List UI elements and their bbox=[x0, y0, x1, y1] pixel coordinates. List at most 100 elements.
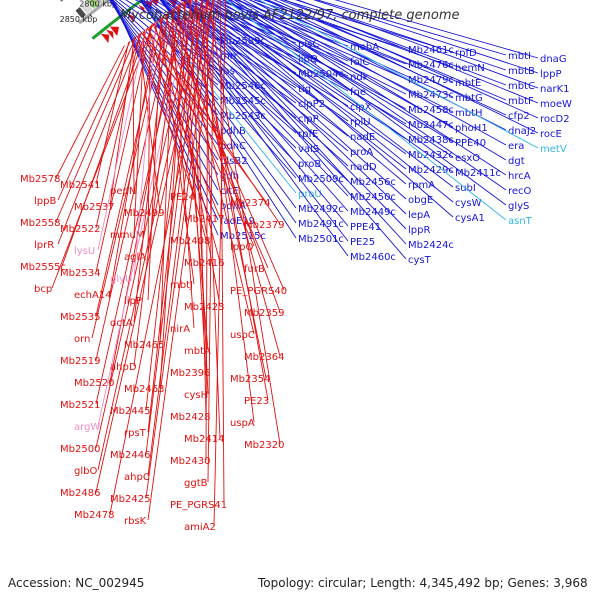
plus-strand-label: asnT bbox=[508, 216, 533, 227]
plus-strand-label: mbtF bbox=[508, 96, 534, 107]
plus-strand-label: mbtG bbox=[455, 93, 483, 104]
plus-label-leader bbox=[134, 0, 219, 41]
plus-label-leader bbox=[139, 0, 297, 194]
minus-strand-label: dctA bbox=[110, 318, 133, 329]
plus-strand-label: Mb2438c bbox=[408, 135, 454, 146]
plus-label-leader bbox=[279, 0, 507, 86]
plus-strand-label: proA bbox=[350, 147, 373, 158]
plus-strand-label: era bbox=[508, 141, 524, 152]
minus-strand-label: Mb2465 bbox=[124, 340, 164, 351]
accession-label: Accession: NC_002945 bbox=[8, 576, 145, 590]
minus-strand-label: mbtJ bbox=[170, 280, 193, 291]
plus-strand-label: pdhB bbox=[220, 126, 246, 137]
feature-block bbox=[86, 0, 89, 1]
plus-strand-label: lppR bbox=[408, 225, 430, 236]
plus-label-leader bbox=[202, 0, 454, 218]
plus-strand-label: Mb2450c bbox=[350, 192, 396, 203]
plus-strand-label: rocE bbox=[540, 129, 562, 140]
minus-label-leader bbox=[136, 35, 195, 197]
minus-strand-gene bbox=[109, 26, 119, 36]
plus-label-leader bbox=[282, 0, 454, 53]
minus-label-leader bbox=[147, 0, 197, 433]
plus-label-leader bbox=[206, 0, 454, 188]
minus-strand-label: orn bbox=[74, 334, 90, 345]
plus-label-leader bbox=[112, 0, 219, 101]
plus-strand-label: Mb2515c bbox=[220, 231, 266, 242]
plus-label-leader bbox=[242, 0, 507, 146]
plus-strand-label: tig bbox=[298, 84, 311, 95]
plus-strand-label: nadE bbox=[350, 132, 375, 143]
minus-strand-label: Mb2414 bbox=[184, 434, 224, 445]
minus-label-leader bbox=[164, 14, 285, 291]
plus-strand-label: folC bbox=[350, 57, 369, 68]
minus-strand-label: cysH bbox=[184, 390, 208, 401]
minus-strand-gene bbox=[126, 13, 134, 23]
plus-strand-label: PPE40 bbox=[455, 138, 486, 149]
minus-label-leader bbox=[145, 0, 192, 411]
plus-strand-label: moeW bbox=[540, 99, 572, 110]
minus-label-leader bbox=[194, 0, 269, 401]
minus-strand-label: Mb2478 bbox=[74, 510, 114, 521]
plus-strand-label: narK1 bbox=[540, 84, 570, 95]
plus-strand-label: obgE bbox=[408, 195, 433, 206]
minus-strand-label: PE_PGRS41 bbox=[170, 500, 227, 511]
plus-label-leader bbox=[185, 0, 407, 185]
minus-label-leader bbox=[205, 0, 209, 461]
plus-strand-label: dnaJ2 bbox=[508, 126, 536, 137]
minus-strand-label: Mb2396 bbox=[170, 368, 210, 379]
plus-strand-label: hemN bbox=[455, 63, 485, 74]
minus-strand-label: mmuM bbox=[110, 230, 144, 241]
feature-block bbox=[75, 7, 86, 19]
plus-label-leader bbox=[262, 0, 454, 68]
minus-label-leader bbox=[213, 0, 227, 527]
plus-strand-label: clpX bbox=[350, 102, 372, 113]
plus-label-leader bbox=[183, 0, 407, 215]
plus-label-leader bbox=[109, 0, 219, 161]
minus-label-leader bbox=[147, 16, 163, 301]
plus-label-leader bbox=[313, 0, 539, 74]
plus-label-leader bbox=[184, 0, 407, 200]
plus-strand-label: rplU bbox=[350, 117, 371, 128]
minus-label-leader bbox=[145, 0, 203, 455]
plus-label-leader bbox=[334, 0, 539, 59]
minus-label-leader bbox=[132, 38, 135, 191]
plus-strand-label: Mb2461c bbox=[408, 45, 454, 56]
feature-block bbox=[87, 0, 100, 9]
minus-strand-label: Mb2463 bbox=[124, 384, 164, 395]
minus-strand-label: Mb2541 bbox=[60, 180, 100, 191]
genome-title: Mycobacterium bovis AF2122/97, complete … bbox=[120, 8, 460, 23]
minus-strand-label: bcp bbox=[34, 284, 52, 295]
plus-label-leader bbox=[295, 0, 507, 71]
minus-label-leader bbox=[97, 28, 147, 251]
minus-strand-label: rbsK bbox=[124, 516, 147, 527]
plus-strand-label: lepA bbox=[408, 210, 430, 221]
plus-strand-label: PPE41 bbox=[350, 222, 381, 233]
minus-label-leader bbox=[133, 21, 157, 279]
plus-label-leader bbox=[209, 0, 454, 173]
plus-strand-label: PE25 bbox=[350, 237, 375, 248]
plus-strand-label: Mb2449c bbox=[350, 207, 396, 218]
plus-strand-label: cysW bbox=[455, 198, 482, 209]
minus-label-leader bbox=[171, 9, 195, 329]
plus-label-leader bbox=[228, 0, 454, 113]
plus-strand-label: Mb2476c bbox=[408, 60, 454, 71]
minus-strand-label: Mb2408 bbox=[170, 236, 210, 247]
plus-label-leader bbox=[162, 0, 349, 167]
minus-strand-label: Mb2374 bbox=[230, 198, 270, 209]
minus-strand-label: mbtA bbox=[184, 346, 211, 357]
minus-label-leader bbox=[140, 32, 267, 203]
plus-strand-label: mbtB bbox=[508, 66, 535, 77]
minus-strand-gene bbox=[138, 4, 146, 15]
plus-label-leader bbox=[225, 0, 507, 221]
plus-strand-label: gdh bbox=[220, 171, 239, 182]
minus-label-leader bbox=[170, 10, 281, 313]
plus-strand-label: rpfE bbox=[298, 129, 318, 140]
minus-strand-label: pepN bbox=[110, 186, 136, 197]
minus-strand-label: aglA bbox=[124, 252, 146, 263]
minus-label-leader bbox=[133, 30, 145, 235]
minus-label-leader bbox=[201, 0, 255, 423]
plus-strand-label: Mb2491c bbox=[298, 219, 344, 230]
plus-strand-label: dnaG bbox=[540, 54, 567, 65]
minus-label-leader bbox=[175, 6, 255, 335]
